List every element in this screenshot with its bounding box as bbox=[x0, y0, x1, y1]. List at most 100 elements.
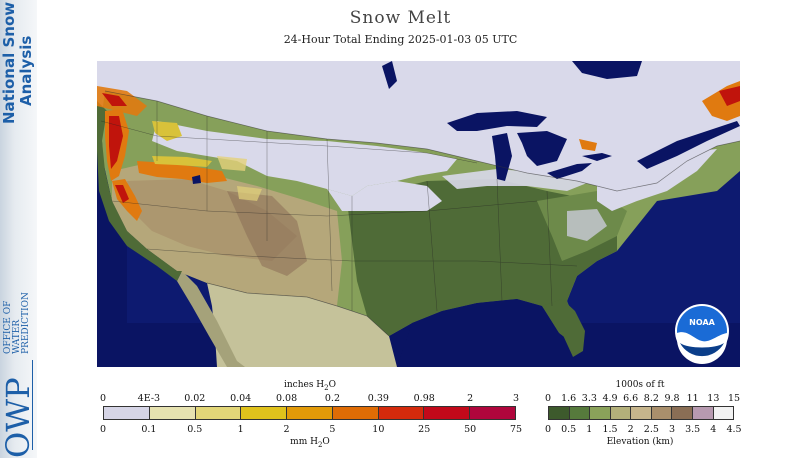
product-name-line2: Analysis bbox=[17, 35, 35, 106]
inch-tick-label: 0 bbox=[99, 393, 107, 404]
noaa-logo: NOAA bbox=[675, 304, 729, 364]
km-tick-label: 1.5 bbox=[602, 424, 618, 435]
ft-tick-label: 15 bbox=[727, 393, 741, 404]
inch-tick-label: 0.98 bbox=[413, 393, 435, 404]
elev-legend-top-label: 1000s of ft bbox=[615, 380, 665, 390]
km-tick-label: 4.5 bbox=[726, 424, 742, 435]
agency-divider bbox=[32, 360, 33, 450]
inch-tick-label: 0.39 bbox=[367, 393, 389, 404]
melt-color-swatch-7 bbox=[424, 407, 471, 419]
inch-tick-label: 0.08 bbox=[275, 393, 298, 404]
lake-superior bbox=[447, 111, 547, 131]
state-boundaries bbox=[100, 101, 578, 312]
melt-color-swatch-4 bbox=[287, 407, 333, 419]
km-tick-label: 3 bbox=[668, 424, 676, 435]
hudson-bay bbox=[572, 61, 642, 79]
melt-wyoming bbox=[217, 156, 247, 171]
melt-color-swatch-0 bbox=[104, 407, 150, 419]
us-snow-north bbox=[152, 121, 457, 196]
melt-great-basin-yellow bbox=[152, 156, 212, 167]
melt-color-swatch-3 bbox=[241, 407, 288, 419]
mm-tick-label: 10 bbox=[372, 424, 385, 435]
lake-michigan bbox=[492, 133, 512, 181]
lake-ontario bbox=[582, 153, 612, 161]
elev-color-swatch-0 bbox=[549, 407, 570, 419]
inch-tick-label: 2 bbox=[467, 393, 474, 404]
sidebar-banner: National Snow Analysis OWP OFFICE OF WAT… bbox=[0, 0, 37, 458]
inch-tick-label: 0.04 bbox=[230, 393, 252, 404]
mm-tick-label: 5 bbox=[329, 424, 336, 435]
st-lawrence bbox=[637, 121, 740, 169]
florida bbox=[542, 299, 585, 357]
inch-tick-label: 0.2 bbox=[324, 393, 340, 404]
km-tick-label: 2.5 bbox=[643, 424, 659, 435]
melt-cascades-red bbox=[109, 116, 123, 169]
ft-tick-label: 11 bbox=[686, 393, 699, 404]
km-tick-label: 1 bbox=[586, 424, 593, 435]
km-tick-label: 0 bbox=[544, 424, 552, 435]
mm-tick-label: 0 bbox=[99, 424, 107, 435]
melt-legend-bottom-label: mm H2O bbox=[290, 437, 330, 449]
inch-tick-label: 3 bbox=[512, 393, 520, 404]
mm-tick-label: 0.5 bbox=[187, 424, 203, 435]
country-border bbox=[104, 90, 740, 337]
snow-melt-map: NOAA bbox=[97, 61, 740, 367]
mexico-land bbox=[207, 283, 397, 367]
mm-tick-label: 50 bbox=[464, 424, 477, 435]
melt-color-swatch-5 bbox=[332, 407, 379, 419]
map-subtitle: 24-Hour Total Ending 2025-01-03 05 UTC bbox=[283, 33, 518, 46]
agency-name-line3: PREDICTION bbox=[21, 292, 31, 354]
inch-tick-label: 4E-3 bbox=[137, 393, 161, 404]
baja-peninsula bbox=[177, 271, 245, 367]
mm-tick-label: 1 bbox=[237, 424, 244, 435]
lake-winnipeg bbox=[382, 61, 397, 89]
km-tick-label: 2 bbox=[627, 424, 634, 435]
agency-abbreviation: OWP bbox=[0, 377, 37, 458]
elev-color-swatch-5 bbox=[651, 407, 673, 419]
mm-tick-label: 25 bbox=[418, 424, 431, 435]
ft-tick-label: 13 bbox=[707, 393, 720, 404]
us-snow-northeast bbox=[597, 149, 717, 211]
elev-color-swatch-1 bbox=[569, 407, 591, 419]
melt-color-swatch-2 bbox=[195, 407, 242, 419]
elev-legend-bottom-label: Elevation (km) bbox=[606, 437, 674, 447]
melt-legend-top-label: inches H2O bbox=[283, 380, 337, 392]
ft-tick-label: 4.9 bbox=[602, 393, 618, 404]
gulf-of-mexico bbox=[397, 299, 577, 367]
elev-color-swatch-3 bbox=[610, 407, 632, 419]
map-title: Snow Melt bbox=[349, 8, 452, 28]
elev-color-swatch-6 bbox=[672, 407, 693, 419]
mm-tick-label: 0.1 bbox=[141, 424, 157, 435]
elev-color-swatch-4 bbox=[631, 407, 652, 419]
great-salt-lake bbox=[192, 175, 201, 184]
ohio-valley-snow bbox=[567, 209, 607, 241]
mm-tick-label: 75 bbox=[509, 424, 523, 435]
melt-sierra-red bbox=[115, 185, 129, 203]
ft-tick-label: 8.2 bbox=[643, 393, 659, 404]
melt-color-bar bbox=[103, 406, 516, 420]
melt-color-swatch-8 bbox=[470, 407, 516, 419]
lake-erie bbox=[547, 163, 592, 179]
ft-tick-label: 6.6 bbox=[623, 393, 639, 404]
ft-tick-label: 9.8 bbox=[664, 393, 680, 404]
lake-huron bbox=[517, 131, 567, 166]
ft-tick-label: 0 bbox=[544, 393, 552, 404]
km-tick-label: 3.5 bbox=[685, 424, 701, 435]
melt-colorado bbox=[237, 186, 262, 201]
melt-great-basin bbox=[137, 161, 227, 183]
elev-color-swatch-7 bbox=[692, 407, 714, 419]
inch-tick-label: 0.02 bbox=[184, 393, 206, 404]
ft-tick-label: 1.6 bbox=[561, 393, 577, 404]
us-snow-plains bbox=[327, 181, 442, 211]
km-tick-label: 4 bbox=[710, 424, 717, 435]
melt-color-swatch-6 bbox=[378, 407, 425, 419]
ft-tick-label: 3.3 bbox=[581, 393, 597, 404]
agency-name: OFFICE OF WATER PREDICTION bbox=[3, 292, 31, 354]
melt-bc-red bbox=[102, 93, 127, 106]
elev-color-swatch-8 bbox=[713, 407, 734, 419]
km-tick-label: 0.5 bbox=[561, 424, 577, 435]
elev-color-bar bbox=[548, 406, 734, 420]
noaa-logo-text: NOAA bbox=[689, 318, 715, 327]
melt-ontario bbox=[579, 139, 597, 151]
mm-tick-label: 2 bbox=[283, 424, 290, 435]
